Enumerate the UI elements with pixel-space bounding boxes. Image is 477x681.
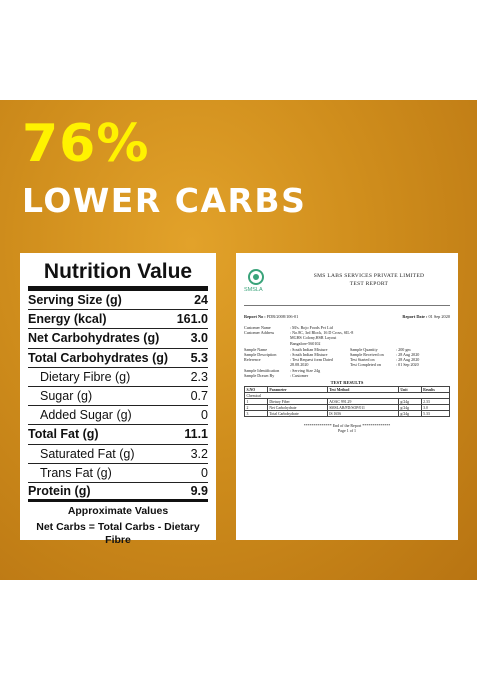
table-row: 3 Total Carbohydrate IS 1656 g/24g 5.33 bbox=[244, 410, 451, 418]
nutrition-row: Serving Size (g) 24 bbox=[28, 291, 208, 311]
nutrition-row: Sugar (g) 0.7 bbox=[28, 387, 208, 407]
headline-percent: 76% bbox=[22, 114, 150, 174]
nutrition-row: Saturated Fat (g) 3.2 bbox=[28, 445, 208, 464]
customer-name: Customer Name: M/s. Bojo Foods Pvt Ltd bbox=[244, 325, 333, 330]
lab-logo-text: SMSLA bbox=[244, 287, 263, 293]
report-title: TEST REPORT bbox=[349, 281, 389, 287]
nutrition-row: Added Sugar (g) 0 bbox=[28, 406, 208, 426]
lab-logo-icon bbox=[248, 269, 264, 285]
results-title: TEST RESULTS bbox=[330, 380, 364, 386]
nutrition-row: Trans Fat (g) 0 bbox=[28, 464, 208, 483]
nutrition-row: Energy (kcal) 161.0 bbox=[28, 310, 208, 330]
report-header: SMSLA SMS LABS SERVICES PRIVATE LIMITED … bbox=[244, 259, 450, 301]
sample-details: Sample Name: South Indian Mixture Sample… bbox=[244, 346, 420, 378]
report-end: ************** End of the Report *******… bbox=[244, 423, 450, 433]
customer-address: Customer Address: No.8C, 3rd Block, 16 D… bbox=[244, 330, 354, 336]
headline-subtitle: LOWER CARBS bbox=[22, 181, 307, 220]
nutrition-row: Protein (g) 9.9 bbox=[28, 483, 208, 503]
report-company: SMS LABS SERVICES PRIVATE LIMITED bbox=[313, 273, 425, 279]
nutrition-row: Dietary Fibre (g) 2.3 bbox=[28, 368, 208, 387]
nutrition-card: Nutrition Value Serving Size (g) 24 Energ… bbox=[20, 253, 216, 546]
nutrition-row: Total Fat (g) 11.1 bbox=[28, 425, 208, 445]
nutrition-row: Net Carbohydrates (g) 3.0 bbox=[28, 329, 208, 349]
results-table: S.NO Parameter Test Method Unit Results … bbox=[244, 386, 451, 418]
report-page: Page 1 of 1 bbox=[337, 428, 357, 434]
nutrition-footer-approx: Approximate Values bbox=[67, 505, 169, 518]
nutrition-title: Nutrition Value bbox=[28, 259, 208, 291]
lab-report-card: SMSLA SMS LABS SERVICES PRIVATE LIMITED … bbox=[236, 253, 458, 540]
report-divider bbox=[244, 305, 450, 306]
report-meta: Report No : FDR/2008/106-01 Report Date … bbox=[244, 314, 450, 319]
nutrition-footer-formula: Net Carbs = Total Carbs - Dietary Fibre bbox=[36, 521, 200, 547]
nutrition-row: Total Carbohydrates (g) 5.3 bbox=[28, 349, 208, 368]
promo-banner: 76% LOWER CARBS Nutrition Value Serving … bbox=[0, 100, 477, 580]
